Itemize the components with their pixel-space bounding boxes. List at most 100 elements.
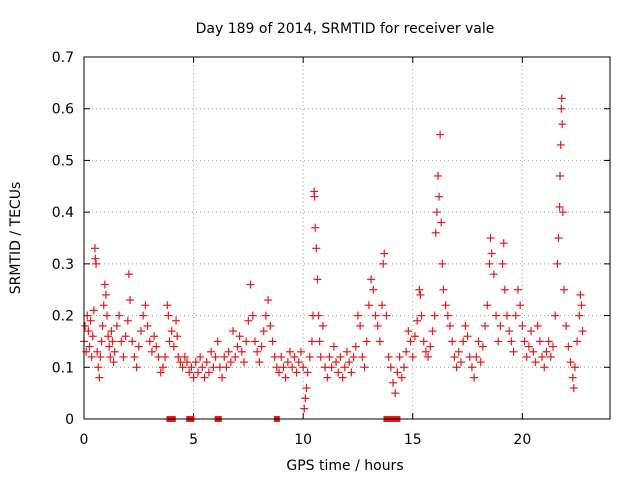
data-point bbox=[185, 368, 194, 377]
data-point bbox=[551, 311, 560, 320]
data-point bbox=[533, 321, 542, 330]
data-point bbox=[313, 275, 322, 284]
data-point bbox=[347, 368, 356, 377]
data-point bbox=[564, 342, 573, 351]
data-point bbox=[279, 363, 288, 372]
data-point bbox=[264, 296, 273, 305]
data-point bbox=[332, 358, 341, 367]
data-point bbox=[292, 368, 301, 377]
data-point bbox=[478, 342, 487, 351]
grid-layer bbox=[84, 57, 610, 419]
data-point bbox=[147, 347, 156, 356]
data-point bbox=[310, 192, 319, 201]
data-point bbox=[535, 337, 544, 346]
data-point bbox=[303, 368, 312, 377]
data-point bbox=[502, 311, 511, 320]
data-point bbox=[542, 347, 551, 356]
data-point bbox=[204, 368, 213, 377]
data-point bbox=[378, 301, 387, 310]
data-point bbox=[231, 352, 240, 361]
data-point bbox=[255, 358, 264, 367]
data-point bbox=[92, 259, 101, 268]
data-point bbox=[522, 352, 531, 361]
data-point bbox=[395, 352, 404, 361]
data-point bbox=[259, 327, 268, 336]
data-point bbox=[505, 327, 514, 336]
data-point bbox=[103, 311, 112, 320]
data-point bbox=[546, 352, 555, 361]
data-point bbox=[481, 321, 490, 330]
data-point bbox=[261, 311, 270, 320]
x-tick-label: 0 bbox=[80, 432, 89, 448]
data-point bbox=[558, 120, 567, 129]
data-point bbox=[121, 332, 130, 341]
data-point bbox=[163, 301, 172, 310]
data-point bbox=[143, 321, 152, 330]
data-point bbox=[391, 389, 400, 398]
data-point bbox=[527, 327, 536, 336]
y-tick-label: 0 bbox=[65, 412, 74, 428]
data-point bbox=[556, 171, 565, 180]
data-point bbox=[323, 373, 332, 382]
data-point bbox=[128, 337, 137, 346]
data-point bbox=[172, 316, 181, 325]
data-point bbox=[106, 352, 115, 361]
data-point bbox=[191, 358, 200, 367]
data-point bbox=[329, 342, 338, 351]
data-point bbox=[108, 337, 117, 346]
data-point bbox=[104, 332, 113, 341]
data-point bbox=[489, 270, 498, 279]
data-point bbox=[373, 321, 382, 330]
data-point bbox=[562, 321, 571, 330]
data-point bbox=[87, 352, 96, 361]
data-point bbox=[558, 208, 567, 217]
data-point bbox=[343, 347, 351, 356]
data-point bbox=[239, 358, 248, 367]
data-point bbox=[408, 352, 417, 361]
data-point bbox=[538, 352, 547, 361]
tick-layer: 0 0.1 0.2 0.3 0.4 0.5 0.6 0.7 0 5 10 15 20 bbox=[52, 50, 610, 448]
data-point bbox=[389, 378, 398, 387]
data-point bbox=[416, 290, 425, 299]
data-point bbox=[277, 352, 286, 361]
data-point bbox=[300, 404, 309, 413]
data-point bbox=[406, 337, 415, 346]
data-point bbox=[577, 301, 586, 310]
x-tick-label: 20 bbox=[513, 432, 531, 448]
data-point bbox=[364, 301, 373, 310]
data-point bbox=[275, 368, 284, 377]
data-point bbox=[281, 373, 290, 382]
data-point bbox=[349, 352, 358, 361]
data-point bbox=[318, 321, 327, 330]
data-point bbox=[126, 296, 135, 305]
data-point bbox=[570, 363, 579, 372]
data-point bbox=[375, 337, 384, 346]
data-point bbox=[88, 332, 97, 341]
data-point bbox=[380, 249, 389, 258]
data-point bbox=[233, 342, 242, 351]
data-point bbox=[518, 321, 527, 330]
data-point bbox=[450, 352, 459, 361]
data-point bbox=[443, 311, 452, 320]
data-point bbox=[248, 311, 257, 320]
data-point bbox=[351, 342, 360, 351]
data-point bbox=[498, 259, 507, 268]
data-point bbox=[554, 234, 563, 242]
data-point bbox=[421, 347, 430, 356]
data-point bbox=[95, 373, 104, 382]
y-tick-label: 0.5 bbox=[52, 153, 74, 169]
data-point bbox=[424, 352, 433, 361]
data-point bbox=[81, 321, 90, 330]
data-point bbox=[524, 342, 533, 351]
data-point bbox=[198, 363, 207, 372]
data-point bbox=[202, 358, 211, 367]
x-tick-label: 5 bbox=[189, 432, 198, 448]
data-point bbox=[187, 363, 196, 372]
data-point bbox=[557, 104, 566, 113]
data-point bbox=[553, 259, 562, 268]
data-point bbox=[196, 352, 205, 361]
data-point bbox=[222, 363, 231, 372]
data-point bbox=[83, 311, 92, 320]
data-point bbox=[472, 352, 481, 361]
data-point bbox=[367, 275, 376, 284]
